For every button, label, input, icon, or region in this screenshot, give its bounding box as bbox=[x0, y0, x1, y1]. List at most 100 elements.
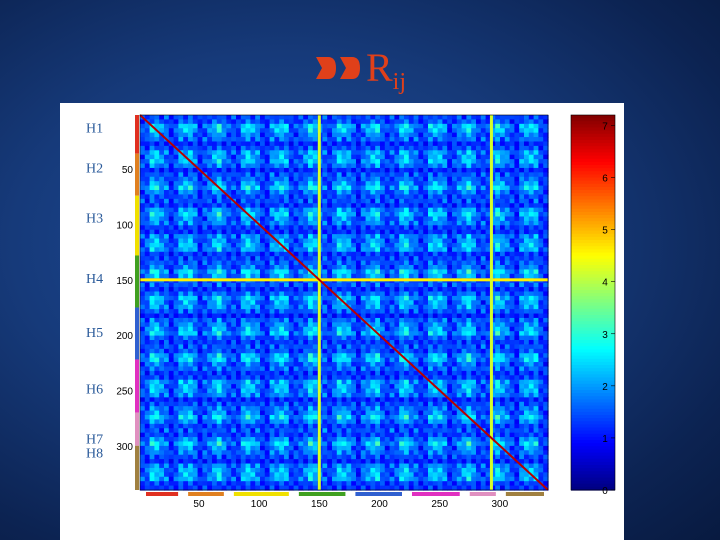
heatmap-cell bbox=[183, 242, 189, 248]
heatmap-cell bbox=[394, 353, 400, 359]
heatmap-cell bbox=[164, 344, 170, 350]
heatmap-cell bbox=[370, 419, 376, 425]
heatmap-cell bbox=[197, 163, 203, 169]
heatmap-cell bbox=[240, 379, 247, 385]
heatmap-cell bbox=[192, 362, 199, 368]
heatmap-cell bbox=[394, 481, 400, 487]
heatmap-cell bbox=[140, 119, 146, 125]
heatmap-cell bbox=[236, 172, 242, 178]
heatmap-cell bbox=[298, 295, 304, 301]
heatmap-cell bbox=[188, 450, 194, 456]
heatmap-cell bbox=[245, 269, 251, 275]
heatmap-cell bbox=[312, 220, 319, 226]
heatmap-cell bbox=[399, 419, 405, 425]
heatmap-cell bbox=[322, 145, 328, 151]
heatmap-cell bbox=[202, 185, 208, 191]
heatmap-cell bbox=[332, 419, 338, 425]
heatmap-cell bbox=[399, 282, 405, 288]
heatmap-cell bbox=[164, 428, 170, 434]
heatmap-cell bbox=[346, 220, 352, 226]
heatmap-cell bbox=[293, 234, 299, 240]
heatmap-cell bbox=[360, 287, 367, 293]
heatmap-cell bbox=[389, 229, 395, 235]
heatmap-cell bbox=[389, 132, 395, 138]
heatmap-cell bbox=[226, 304, 232, 310]
heatmap-cell bbox=[240, 181, 247, 187]
heatmap-cell bbox=[250, 247, 256, 253]
heatmap-cell bbox=[226, 454, 232, 460]
heatmap-cell bbox=[236, 242, 242, 248]
heatmap-cell bbox=[370, 437, 376, 443]
heatmap-cell bbox=[178, 419, 184, 425]
heatmap-cell bbox=[389, 379, 395, 385]
heatmap-cell bbox=[327, 247, 333, 253]
heatmap-cell bbox=[279, 300, 285, 306]
heatmap-cell bbox=[389, 463, 395, 469]
heatmap-cell bbox=[149, 317, 155, 323]
heatmap-cell bbox=[221, 340, 227, 346]
heatmap-cell bbox=[192, 216, 199, 222]
heatmap-cell bbox=[370, 467, 376, 473]
heatmap-cell bbox=[216, 172, 223, 178]
heatmap-cell bbox=[192, 317, 199, 323]
heatmap-cell bbox=[197, 335, 203, 341]
heatmap-cell bbox=[149, 401, 155, 407]
heatmap-cell bbox=[236, 467, 242, 473]
heatmap-cell bbox=[197, 212, 203, 218]
heatmap-cell bbox=[245, 163, 251, 169]
heatmap-cell bbox=[140, 366, 146, 372]
heatmap-cell bbox=[380, 115, 386, 121]
heatmap-cell bbox=[255, 423, 261, 429]
heatmap-cell bbox=[269, 282, 275, 288]
heatmap-cell bbox=[413, 410, 419, 416]
heatmap-cell bbox=[408, 216, 415, 222]
heatmap-cell bbox=[332, 238, 338, 244]
heatmap-cell bbox=[159, 145, 165, 151]
heatmap-cell bbox=[149, 463, 155, 469]
heatmap-cell bbox=[399, 450, 405, 456]
heatmap-cell bbox=[384, 450, 391, 456]
heatmap-cell bbox=[341, 344, 347, 350]
heatmap-cell bbox=[336, 198, 343, 204]
heatmap-cell bbox=[279, 128, 285, 134]
heatmap-cell bbox=[384, 287, 391, 293]
heatmap-cell bbox=[279, 212, 285, 218]
heatmap-cell bbox=[341, 348, 347, 354]
heatmap-cell bbox=[327, 273, 333, 279]
heatmap-cell bbox=[284, 326, 290, 332]
heatmap-cell bbox=[212, 467, 218, 473]
heatmap-cell bbox=[197, 291, 203, 297]
heatmap-cell bbox=[221, 291, 227, 297]
heatmap-cell bbox=[399, 485, 405, 491]
heatmap-cell bbox=[384, 384, 391, 390]
heatmap-cell bbox=[308, 159, 314, 165]
heatmap-cell bbox=[274, 123, 280, 129]
heatmap-cell bbox=[404, 225, 410, 231]
heatmap-cell bbox=[370, 357, 376, 363]
heatmap-cell bbox=[192, 132, 199, 138]
heatmap-cell bbox=[303, 410, 309, 416]
heatmap-cell bbox=[394, 128, 400, 134]
heatmap-cell bbox=[202, 406, 208, 412]
heatmap-cell bbox=[192, 326, 199, 332]
heatmap-cell bbox=[375, 454, 381, 460]
heatmap-cell bbox=[154, 428, 160, 434]
heatmap-cell bbox=[322, 207, 328, 213]
heatmap-cell bbox=[240, 370, 247, 376]
heatmap-cell bbox=[327, 344, 333, 350]
heatmap-cell bbox=[375, 282, 381, 288]
heatmap-cell bbox=[231, 282, 237, 288]
heatmap-cell bbox=[346, 410, 352, 416]
heatmap-cell bbox=[197, 353, 203, 359]
heatmap-cell bbox=[312, 132, 319, 138]
heatmap-cell bbox=[288, 141, 295, 147]
heatmap-cell bbox=[293, 428, 299, 434]
heatmap-cell bbox=[332, 119, 338, 125]
heatmap-cell bbox=[303, 300, 309, 306]
heatmap-cell bbox=[197, 375, 203, 381]
heatmap-cell bbox=[188, 481, 194, 487]
heatmap-cell bbox=[168, 370, 175, 376]
heatmap-cell bbox=[327, 172, 333, 178]
heatmap-cell bbox=[236, 167, 242, 173]
heatmap-cell bbox=[336, 313, 343, 319]
